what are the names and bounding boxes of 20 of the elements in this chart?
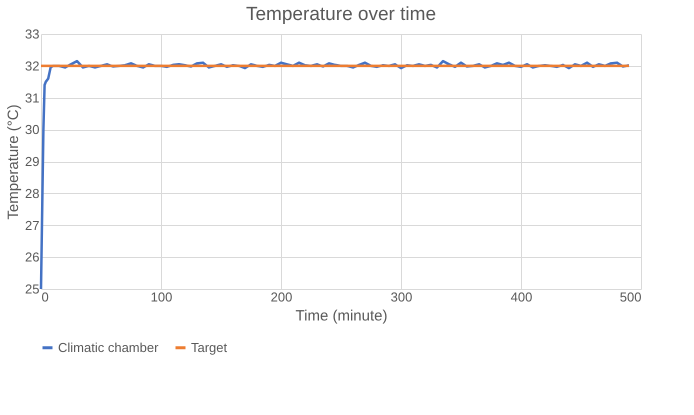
y-tick-label: 32 [25,58,40,74]
x-tick-label: 300 [390,290,412,304]
y-tick-label: 25 [25,282,40,296]
y-tick-label: 28 [25,186,40,201]
x-tick-label: 400 [510,290,532,304]
x-tick-label: 500 [620,290,642,304]
y-tick-label: 29 [25,154,40,169]
y-tick-label: 30 [25,122,40,138]
legend-label: Climatic chamber [58,340,160,355]
y-tick-label: 31 [25,90,40,106]
x-tick-label: 100 [150,290,172,304]
x-axis-title: Time (minute) [296,308,388,324]
x-tick-label: 0 [42,290,49,304]
y-tick-label: 27 [25,218,40,233]
y-axis-title: Temperature (°C) [5,104,22,220]
legend-label: Target [191,340,228,355]
y-tick-label: 33 [25,26,40,42]
y-tick-label: 26 [25,250,40,265]
x-tick-label: 200 [270,290,292,304]
chart-title: Temperature over time [246,4,436,25]
